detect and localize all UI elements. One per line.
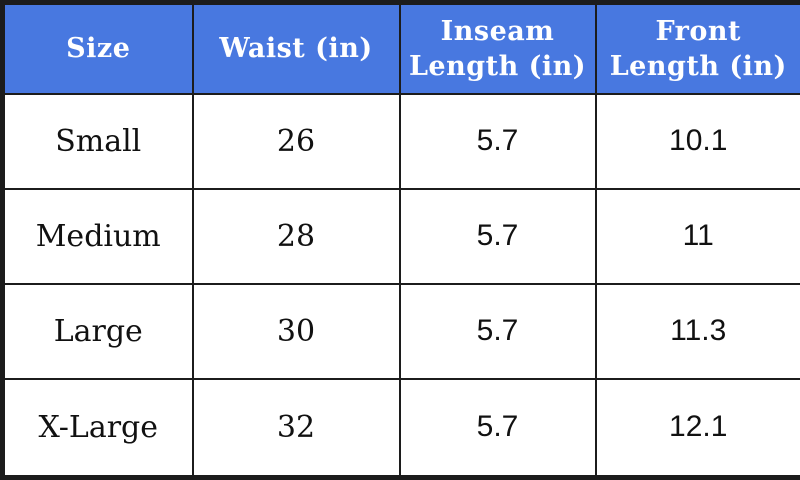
table-row-large: Large 30 5.7 11.3 <box>1 282 800 380</box>
inseam-length-cell: 5.7 <box>398 282 597 380</box>
waist-cell: 32 <box>191 377 401 479</box>
size-cell: Medium <box>1 187 194 285</box>
column-header-front-length: Front Length (in) <box>594 1 800 95</box>
table-row-small: Small 26 5.7 10.1 <box>1 93 800 190</box>
size-chart-header: Size Waist (in) Inseam Length (in) Front… <box>1 1 800 95</box>
size-cell: Large <box>1 282 194 380</box>
inseam-length-cell: 5.7 <box>398 187 597 285</box>
front-length-cell: 10.1 <box>594 93 800 190</box>
front-length-cell: 11 <box>594 187 800 285</box>
waist-cell: 28 <box>191 187 401 285</box>
front-length-cell: 11.3 <box>594 282 800 380</box>
size-cell: X-Large <box>1 377 194 479</box>
header-row: Size Waist (in) Inseam Length (in) Front… <box>1 1 800 95</box>
column-header-size: Size <box>1 1 194 95</box>
inseam-length-cell: 5.7 <box>398 377 597 479</box>
column-header-inseam-length: Inseam Length (in) <box>398 1 597 95</box>
front-length-cell: 12.1 <box>594 377 800 479</box>
size-chart-body: Small 26 5.7 10.1 Medium 28 5.7 11 Large… <box>1 93 800 479</box>
column-header-waist: Waist (in) <box>191 1 401 95</box>
waist-cell: 26 <box>191 93 401 190</box>
table-row-medium: Medium 28 5.7 11 <box>1 187 800 285</box>
waist-cell: 30 <box>191 282 401 380</box>
size-cell: Small <box>1 93 194 190</box>
table-row-x-large: X-Large 32 5.7 12.1 <box>1 377 800 479</box>
inseam-length-cell: 5.7 <box>398 93 597 190</box>
